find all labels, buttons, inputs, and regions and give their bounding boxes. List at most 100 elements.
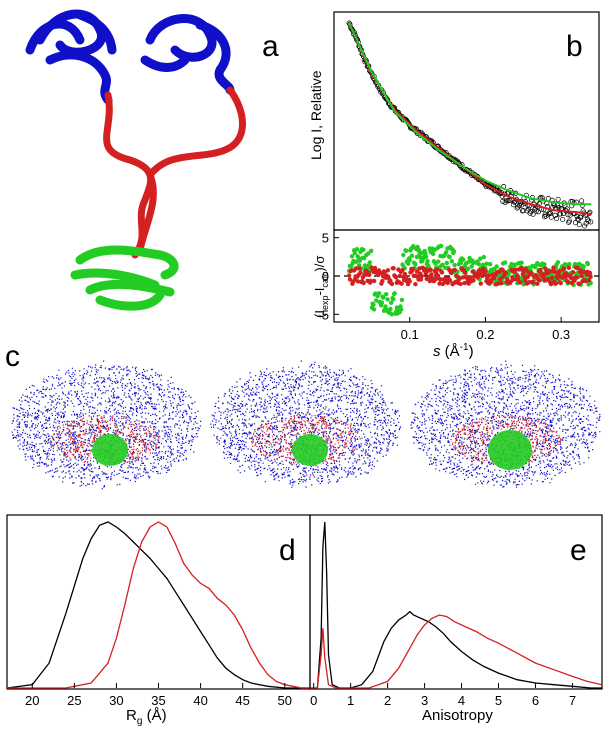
- panel-b-residual-red: [549, 275, 555, 281]
- panel-b-residual-green: [494, 264, 499, 269]
- panel-b-residual-red: [566, 265, 571, 270]
- panel-b-residual-red: [558, 280, 563, 286]
- panel-b-residual-red: [565, 279, 571, 285]
- panel-d-xtick-label: 20: [25, 693, 39, 708]
- panel-d-plot: 20 25 30 35 40 45 50: [6, 521, 310, 708]
- panel-b-data-point: [585, 218, 591, 224]
- panel-b-residual-red: [545, 277, 550, 282]
- panel-b-residual-red: [438, 277, 443, 282]
- panel-b-residual-red: [378, 270, 383, 276]
- panel-e-plot: 0 1 2 3 4 5 6 7: [310, 521, 603, 708]
- panel-b-residual-green: [585, 261, 591, 267]
- panel-b-residual-green: [383, 304, 388, 309]
- panel-b-residual-green: [431, 251, 436, 257]
- panel-b-residual-red: [357, 266, 362, 271]
- panel-b-residual-green: [406, 261, 411, 266]
- panel-b-residual-green: [407, 258, 412, 263]
- panel-b-residual-green: [416, 248, 422, 253]
- panel-d-xtick-label: 50: [278, 693, 292, 708]
- panel-b-residual-red: [523, 278, 528, 283]
- panel-d-curve-black: [6, 521, 310, 689]
- panel-b-residual-red: [347, 277, 353, 282]
- panel-b-residual-green: [352, 250, 357, 256]
- panel-b-residual-red: [423, 271, 429, 276]
- panel-b-residual-red: [575, 266, 580, 271]
- panel-b-ytick-label: -5: [317, 307, 329, 322]
- panel-b-residual-green: [389, 312, 395, 317]
- panel-b-residual-green: [391, 297, 396, 302]
- cloud-green-domain: [488, 430, 532, 470]
- panel-b-residual-red: [538, 267, 543, 273]
- panel-b-residual-green: [374, 298, 379, 303]
- panel-b-residual-red: [503, 270, 508, 276]
- panel-e-xtick-label: 6: [532, 693, 539, 708]
- panel-b-data-point: [566, 219, 572, 225]
- panel-b-residual-green: [436, 259, 441, 264]
- panel-d-xtick-label: 45: [235, 693, 249, 708]
- panel-b-residual-green: [519, 260, 524, 265]
- panel-b-residual-red: [548, 281, 554, 287]
- panel-b-residual-green: [461, 257, 466, 262]
- panel-b-residual-red: [458, 281, 463, 287]
- panel-b-data-point: [579, 198, 585, 204]
- ensemble-cloud-3: [410, 360, 601, 488]
- panel-b-residual-red: [561, 266, 567, 271]
- panel-b-residual-green: [392, 291, 397, 296]
- panel-b-residual-red: [399, 281, 404, 286]
- panel-b-data-point: [532, 207, 538, 213]
- panel-b-residual-red: [346, 273, 352, 278]
- panel-b-data-point: [588, 219, 594, 225]
- panel-e-xtick-label: 3: [421, 693, 428, 708]
- panel-b-residual-green: [349, 254, 355, 259]
- panel-e-frame: [309, 514, 603, 690]
- panel-b-residual-red: [439, 270, 445, 275]
- panel-b-residual-red: [537, 278, 542, 283]
- protein-structure-illustration: [25, 9, 246, 311]
- panel-b-data-point: [504, 198, 510, 204]
- panel-b-residual-red: [577, 281, 582, 287]
- panel-b-residual-green: [367, 260, 372, 265]
- panel-b-residual-green: [581, 264, 586, 269]
- panel-b-residual-green: [404, 248, 409, 253]
- panel-e-curve-black: [310, 521, 602, 689]
- panel-b-data-point: [530, 211, 536, 217]
- panel-b-residual-green: [481, 254, 486, 260]
- panel-b-residual-red: [367, 272, 372, 277]
- panel-b-data-point: [552, 212, 558, 218]
- panel-b-residual-green: [469, 264, 474, 269]
- panel-e: e 0 1 2 3 4 5 6 7 Anisotropy: [309, 514, 603, 724]
- panel-b-residual-green: [503, 260, 508, 265]
- panel-b-residual-red: [572, 278, 577, 283]
- panel-b-data-point: [557, 211, 563, 217]
- ensemble-cloud-2: [210, 360, 401, 488]
- panel-b-residual-green: [484, 261, 489, 266]
- panel-b-residual-red: [452, 267, 458, 273]
- panel-b-residual-green: [423, 254, 429, 260]
- cloud-red-linkers: [450, 414, 562, 465]
- panel-b-residual-green: [467, 255, 472, 261]
- panel-b-data-point: [574, 213, 580, 219]
- cloud-green-domain: [92, 434, 128, 466]
- panel-b-residual-red: [358, 270, 363, 275]
- panel-b-residual-green: [357, 258, 362, 263]
- panel-b-residual-red: [419, 273, 424, 279]
- panel-b-residual-red: [437, 281, 442, 286]
- panel-b-residual-red: [570, 270, 576, 275]
- panel-b-residual-red: [385, 268, 391, 273]
- panel-b-residual-red: [579, 273, 584, 279]
- panel-b-residual-green: [401, 252, 406, 258]
- panel-b-residual-red: [462, 280, 467, 286]
- panel-b-residual-red: [418, 277, 424, 282]
- panel-b-residual-green: [399, 297, 405, 303]
- panel-b-residual-red: [355, 279, 361, 284]
- panel-b-residual-red: [372, 278, 377, 284]
- panel-b-xlabel: s (Å-1): [433, 342, 474, 360]
- panel-b-residual-green: [379, 300, 385, 305]
- panel-b-residual-red: [515, 276, 521, 281]
- panel-b-residual-red: [380, 278, 385, 284]
- panel-b-residual-green: [389, 300, 394, 305]
- panel-b-data-point: [515, 204, 521, 210]
- panel-b-residual-red: [429, 272, 434, 277]
- panel-b-residual-red: [534, 273, 539, 278]
- panel-b-data-point: [554, 216, 560, 222]
